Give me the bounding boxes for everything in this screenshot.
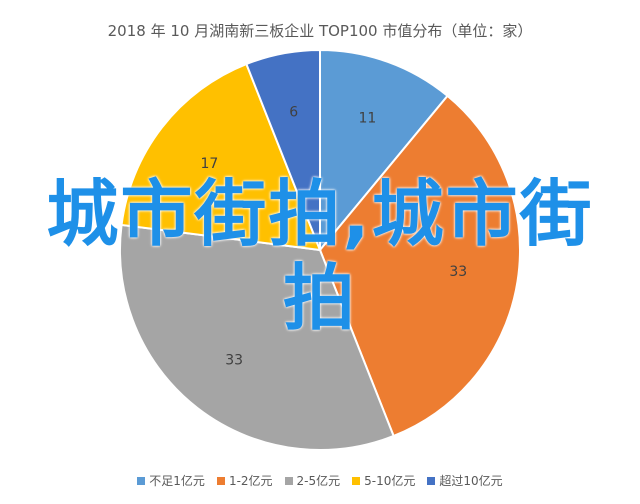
legend-label-1: 不足1亿元	[149, 474, 205, 488]
legend-label-4: 5-10亿元	[364, 474, 416, 488]
pie-slice-3	[119, 223, 395, 451]
legend-swatch-4	[352, 476, 361, 485]
data-label-3: 33	[225, 353, 243, 369]
data-label-2: 33	[449, 264, 467, 280]
pie-slice-1	[319, 48, 449, 253]
legend-label-3: 2-5亿元	[296, 474, 341, 488]
data-label-1: 11	[359, 110, 377, 126]
legend: 不足1亿元 1-2亿元 2-5亿元 5-10亿元 超过10亿元	[0, 472, 640, 489]
legend-item-5: 超过10亿元	[427, 472, 503, 489]
chart-title: 2018 年 10 月湖南新三板企业 TOP100 市值分布（单位：家）	[107, 22, 533, 40]
legend-swatch-5	[427, 476, 436, 485]
pie-slice-2	[318, 94, 521, 438]
legend-swatch-1	[137, 476, 146, 485]
legend-swatch-2	[216, 476, 225, 485]
data-label-5: 6	[289, 104, 298, 120]
legend-item-4: 5-10亿元	[352, 472, 415, 489]
data-label-4: 17	[200, 156, 218, 172]
legend-label-5: 超过10亿元	[439, 474, 503, 488]
pie-slice-4	[120, 62, 322, 252]
pie-slice-5	[245, 48, 321, 251]
legend-item-2: 1-2亿元	[216, 472, 273, 489]
legend-item-1: 不足1亿元	[137, 472, 205, 489]
legend-item-3: 2-5亿元	[284, 472, 341, 489]
legend-label-2: 1-2亿元	[228, 474, 273, 488]
legend-swatch-3	[284, 476, 293, 485]
